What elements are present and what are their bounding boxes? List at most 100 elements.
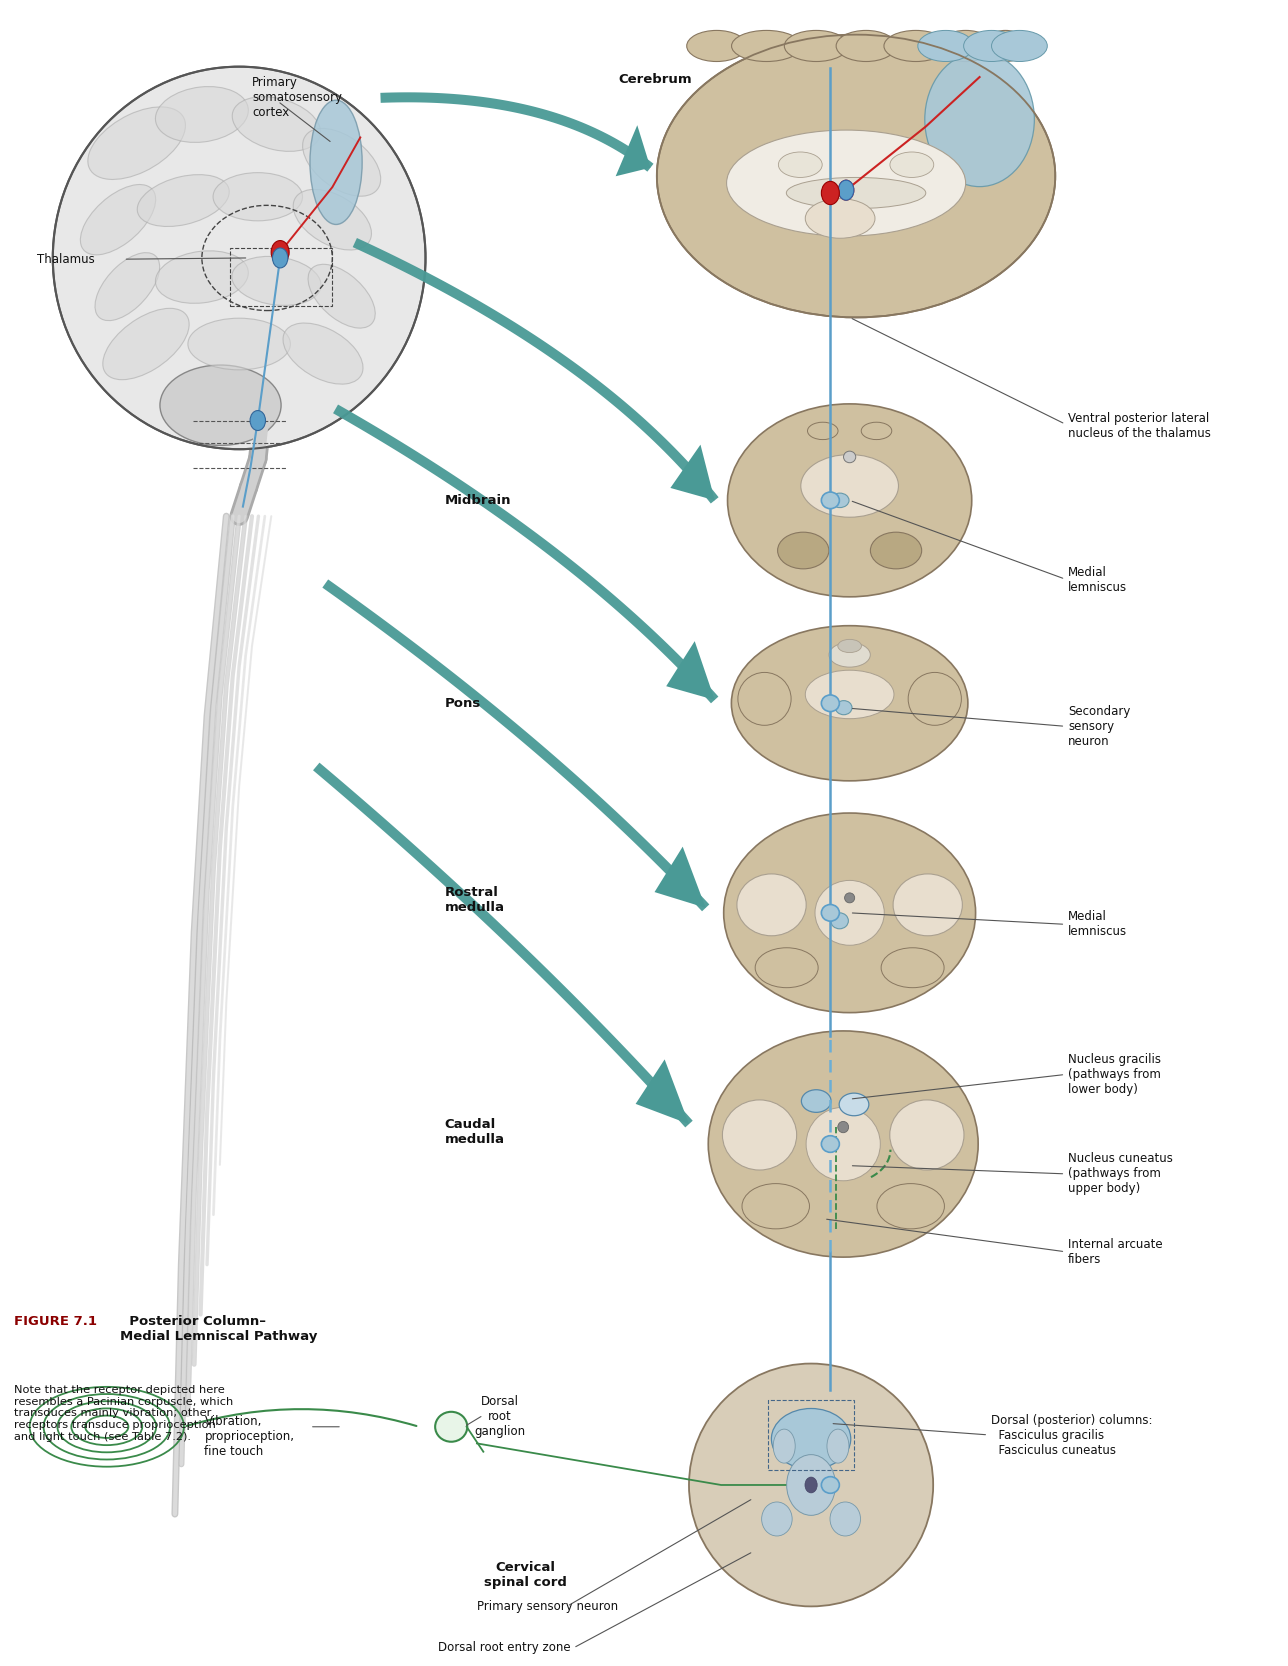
Ellipse shape [80,185,156,255]
Text: Note that the receptor depicted here
resembles a Pacinian corpuscle, which
trans: Note that the receptor depicted here res… [14,1384,233,1441]
Polygon shape [616,125,650,177]
Ellipse shape [88,107,185,180]
Ellipse shape [806,1108,880,1181]
Ellipse shape [732,626,967,781]
Ellipse shape [732,30,801,62]
Ellipse shape [708,1031,978,1258]
Ellipse shape [862,421,891,440]
Ellipse shape [827,1429,849,1463]
Ellipse shape [303,128,381,197]
Circle shape [838,180,854,200]
Ellipse shape [837,1121,849,1133]
Ellipse shape [890,1100,963,1170]
Ellipse shape [761,1503,792,1536]
Ellipse shape [742,1183,809,1230]
Text: Vibration,
proprioception,
fine touch: Vibration, proprioception, fine touch [205,1414,295,1458]
Text: Secondary
sensory
neuron: Secondary sensory neuron [853,705,1131,748]
Text: Dorsal root entry zone: Dorsal root entry zone [438,1641,571,1654]
Ellipse shape [822,695,840,711]
Ellipse shape [738,673,791,725]
Ellipse shape [808,421,838,440]
Text: Cerebrum: Cerebrum [618,73,692,87]
Ellipse shape [95,253,160,320]
Ellipse shape [726,130,966,237]
Circle shape [822,182,840,205]
Ellipse shape [138,175,229,227]
Ellipse shape [893,875,962,936]
Ellipse shape [822,491,840,508]
Ellipse shape [156,87,249,142]
Ellipse shape [53,67,425,450]
Ellipse shape [787,178,926,208]
Text: FIGURE 7.1: FIGURE 7.1 [14,1316,97,1328]
Ellipse shape [822,1476,840,1493]
Ellipse shape [778,531,829,568]
Ellipse shape [992,30,1047,62]
Ellipse shape [822,905,840,921]
Ellipse shape [831,913,849,930]
Ellipse shape [283,323,363,385]
Ellipse shape [925,52,1034,187]
Ellipse shape [805,198,875,238]
Text: Ventral posterior lateral
nucleus of the thalamus: Ventral posterior lateral nucleus of the… [853,318,1211,440]
Text: Primary sensory neuron: Primary sensory neuron [477,1599,618,1613]
Text: Nucleus gracilis
(pathways from
lower body): Nucleus gracilis (pathways from lower bo… [853,1053,1160,1100]
Text: Posterior Column–
Medial Lemniscal Pathway: Posterior Column– Medial Lemniscal Pathw… [120,1316,317,1343]
Text: Midbrain: Midbrain [444,493,511,506]
Ellipse shape [232,97,321,152]
Ellipse shape [724,813,975,1013]
Ellipse shape [310,100,362,225]
Text: Cervical
spinal cord: Cervical spinal cord [484,1561,567,1589]
Circle shape [273,248,287,268]
Ellipse shape [188,318,290,370]
Text: Caudal
medulla: Caudal medulla [444,1118,505,1146]
Ellipse shape [689,1363,934,1606]
Circle shape [838,180,854,200]
Circle shape [250,410,265,430]
Polygon shape [666,641,715,700]
Ellipse shape [845,893,855,903]
Ellipse shape [213,173,303,222]
Ellipse shape [890,152,934,178]
Circle shape [805,1478,817,1493]
Ellipse shape [103,308,189,380]
Ellipse shape [156,252,249,303]
Ellipse shape [723,1100,797,1170]
Ellipse shape [737,875,806,936]
Ellipse shape [815,880,885,945]
Ellipse shape [232,257,321,305]
Ellipse shape [755,948,818,988]
Ellipse shape [784,30,848,62]
Ellipse shape [805,670,894,718]
Ellipse shape [836,701,851,715]
Ellipse shape [687,30,747,62]
Ellipse shape [778,152,822,178]
Ellipse shape [844,451,855,463]
Ellipse shape [787,1454,836,1516]
Ellipse shape [908,673,961,725]
Ellipse shape [877,1183,944,1230]
Circle shape [272,240,289,263]
Polygon shape [670,445,715,500]
Ellipse shape [160,365,281,445]
Ellipse shape [822,1136,840,1153]
Ellipse shape [884,30,948,62]
Ellipse shape [308,265,375,328]
Text: Thalamus: Thalamus [37,253,95,265]
Ellipse shape [837,640,862,653]
Ellipse shape [657,35,1055,318]
Ellipse shape [829,1503,860,1536]
Ellipse shape [829,643,871,666]
Ellipse shape [918,30,974,62]
Text: Nucleus cuneatus
(pathways from
upper body): Nucleus cuneatus (pathways from upper bo… [853,1153,1173,1196]
Ellipse shape [728,403,971,596]
Ellipse shape [772,1408,851,1469]
Ellipse shape [840,1093,869,1116]
Ellipse shape [836,30,896,62]
Text: Medial
lemniscus: Medial lemniscus [853,911,1127,938]
Ellipse shape [801,455,899,516]
Ellipse shape [871,531,922,568]
Ellipse shape [773,1429,795,1463]
Text: Internal arcuate
fibers: Internal arcuate fibers [827,1220,1163,1266]
Text: Medial
lemniscus: Medial lemniscus [853,501,1127,595]
